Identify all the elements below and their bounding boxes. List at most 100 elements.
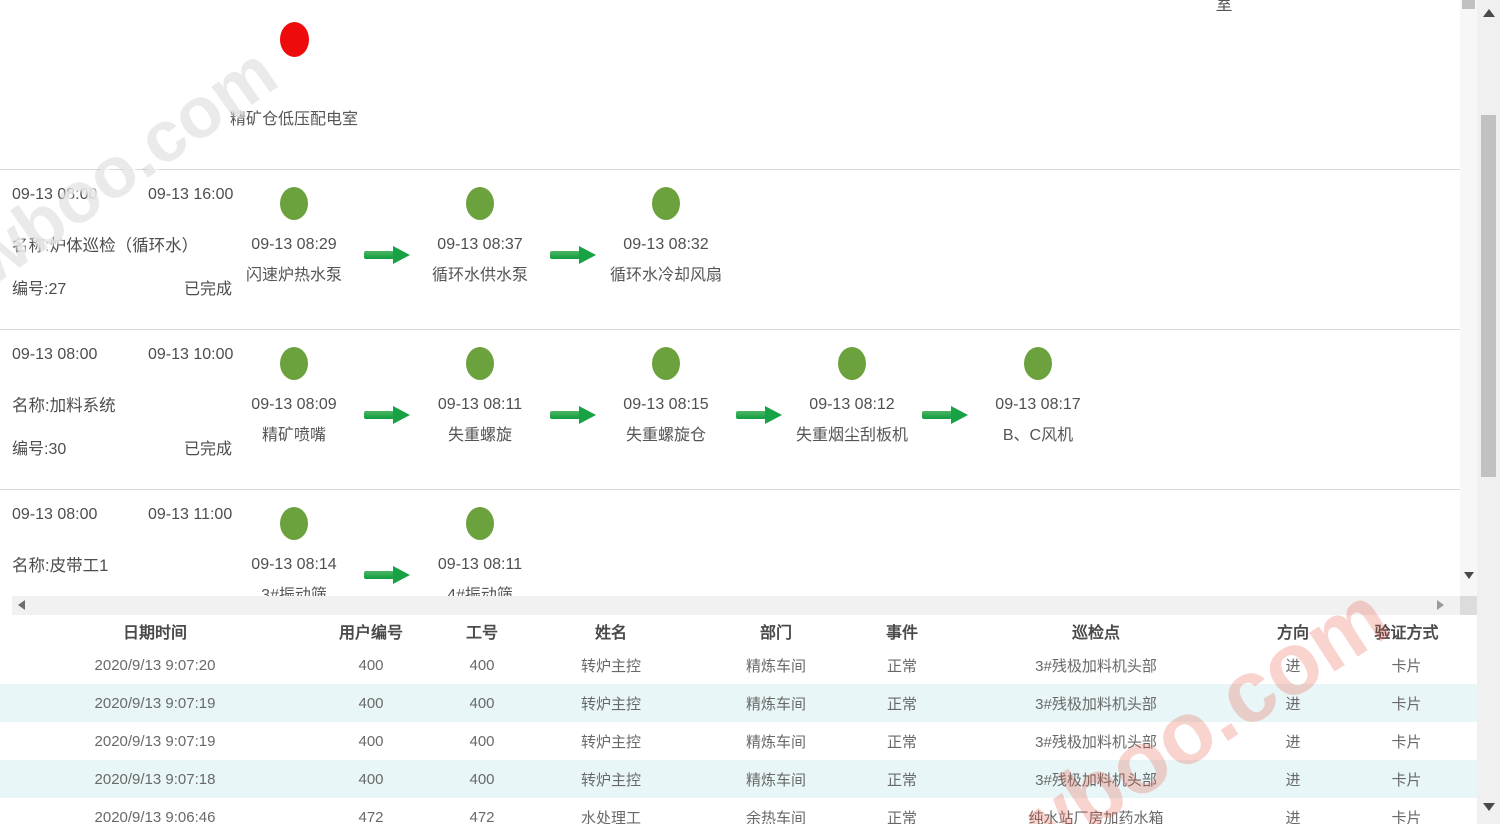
table-cell: 400: [469, 732, 495, 750]
routes-panel[interactable]: 室 精矿仓低压配电室 09-13 08:00 09-13 16:00 名称:炉体…: [0, 0, 1460, 596]
table-cell: 400: [358, 656, 384, 674]
table-cell: 472: [358, 808, 384, 824]
table-cell: 卡片: [1391, 695, 1422, 713]
route-section-partial: 室 精矿仓低压配电室: [0, 0, 1460, 170]
table-cell: 精炼车间: [745, 657, 806, 675]
point-check-time: 09-13 08:11: [437, 556, 523, 573]
route-section: 09-13 08:00 09-13 10:00 名称:加料系统 编号:30 已完…: [0, 330, 1460, 490]
page-vertical-scrollbar[interactable]: [1477, 0, 1500, 824]
completed-point-dot-icon[interactable]: [838, 347, 866, 380]
point-check-time: 09-13 08:17: [995, 396, 1081, 413]
scroll-down-icon[interactable]: [1483, 803, 1495, 811]
table-cell: 卡片: [1391, 657, 1422, 675]
table-cell: 2020/9/13 9:07:18: [94, 770, 216, 788]
table-row: 2020/9/13 9:06:46 472 472 水处理工 余热车间 正常 纯水站厂房加药…: [0, 798, 1477, 824]
completed-point-dot-icon[interactable]: [1024, 347, 1052, 380]
point-check-time: 09-13 08:37: [437, 236, 523, 253]
table-cell: 2020/9/13 9:07:19: [94, 694, 216, 712]
route-status-badge: 已完成: [183, 281, 232, 298]
point-check-time: 09-13 08:15: [623, 396, 709, 413]
table-cell: 卡片: [1391, 771, 1422, 789]
table-row: 2020/9/13 9:07:19 400 400 转炉主控 精炼车间 正常 3#残极加料机…: [0, 722, 1477, 760]
table-cell: 正常: [886, 657, 917, 675]
table-cell: 进: [1285, 657, 1301, 675]
flow-arrow-icon: [550, 406, 596, 424]
scroll-up-icon[interactable]: [1483, 9, 1495, 17]
scroll-left-icon[interactable]: [18, 600, 25, 610]
missed-point-dot-icon[interactable]: [279, 22, 309, 57]
horizontal-scrollbar[interactable]: [12, 596, 1460, 615]
table-cell: 转炉主控: [580, 733, 641, 751]
point-name: B、C风机: [1002, 427, 1074, 444]
point-name: 循环水冷却风扇: [609, 267, 722, 284]
route-point: 精矿仓低压配电室: [201, 0, 387, 132]
table-cell: 400: [469, 770, 495, 788]
table-cell: 400: [358, 732, 384, 750]
point-check-time: 09-13 08:09: [251, 396, 337, 413]
completed-point-dot-icon[interactable]: [652, 187, 680, 220]
point-check-time: 09-13 08:11: [437, 396, 523, 413]
route-point: 09-13 08:29 闪速炉热水泵: [201, 170, 387, 285]
table-cell: 卡片: [1391, 733, 1422, 751]
inspection-table: 日期时间 用户编号 工号 姓名 部门 事件 巡检点 方向 验证方式 2020/9/13 9:07…: [0, 615, 1477, 824]
completed-point-dot-icon[interactable]: [466, 347, 494, 380]
table-cell: 精炼车间: [745, 771, 806, 789]
route-point: 09-13 08:15 失重螺旋仓: [573, 330, 759, 445]
completed-point-dot-icon[interactable]: [280, 187, 308, 220]
scrollbar-corner: [1460, 596, 1477, 615]
route-start-time: 09-13 08:00: [12, 506, 98, 523]
route-point: 09-13 08:09 精矿喷嘴: [201, 330, 387, 445]
route-point: 09-13 08:14 3#振动筛: [201, 490, 387, 596]
route-start-time: 09-13 08:00: [12, 346, 98, 363]
point-name: 3#振动筛: [261, 587, 327, 596]
route-number: 编号:27: [12, 281, 67, 298]
point-check-time: 09-13 08:14: [251, 556, 337, 573]
route-point: 09-13 08:17 B、C风机: [945, 330, 1131, 445]
completed-point-dot-icon[interactable]: [466, 187, 494, 220]
table-cell: 3#残极加料机头部: [1035, 695, 1157, 713]
table-cell: 纯水站厂房加药水箱: [1028, 809, 1164, 824]
route-point: 09-13 08:11 失重螺旋: [387, 330, 573, 445]
route-point: 09-13 08:32 循环水冷却风扇: [573, 170, 759, 285]
flow-arrow-icon: [550, 246, 596, 264]
point-name: 精矿仓低压配电室: [229, 111, 358, 128]
completed-point-dot-icon[interactable]: [466, 507, 494, 540]
scroll-down-icon[interactable]: [1464, 572, 1474, 579]
table-cell: 正常: [886, 771, 917, 789]
table-cell: 3#残极加料机头部: [1035, 657, 1157, 675]
scrollbar-thumb[interactable]: [1462, 0, 1475, 9]
completed-point-dot-icon[interactable]: [280, 347, 308, 380]
column-header: 部门: [759, 624, 792, 642]
point-name: 4#振动筛: [447, 587, 513, 596]
table-cell: 进: [1285, 695, 1301, 713]
point-check-time: 09-13 08:29: [251, 236, 337, 253]
table-cell: 进: [1285, 733, 1301, 751]
table-cell: 卡片: [1391, 809, 1422, 824]
point-name: 闪速炉热水泵: [245, 267, 342, 284]
routes-vertical-scrollbar[interactable]: [1460, 0, 1477, 596]
table-cell: 转炉主控: [580, 771, 641, 789]
route-name: 名称:加料系统: [12, 397, 116, 415]
table-cell: 正常: [886, 733, 917, 751]
route-end-time: 09-13 11:00: [148, 506, 233, 523]
scroll-right-icon[interactable]: [1437, 600, 1444, 610]
column-header: 工号: [465, 624, 498, 642]
column-header: 验证方式: [1374, 624, 1439, 642]
completed-point-dot-icon[interactable]: [280, 507, 308, 540]
point-name: 循环水供水泵: [431, 267, 528, 284]
column-header: 方向: [1276, 624, 1309, 642]
table-cell: 3#残极加料机头部: [1035, 771, 1157, 789]
route-end-time: 09-13 16:00: [148, 186, 234, 203]
flow-arrow-icon: [922, 406, 968, 424]
point-check-time: 09-13 08:32: [623, 236, 709, 253]
table-row: 2020/9/13 9:07:19 400 400 转炉主控 精炼车间 正常 3#残极加料机…: [0, 684, 1477, 722]
table-cell: 400: [469, 656, 495, 674]
table-cell: 转炉主控: [580, 695, 641, 713]
route-number: 编号:30: [12, 441, 67, 458]
table-cell: 水处理工: [580, 809, 641, 824]
column-header: 用户编号: [338, 624, 403, 642]
scrollbar-thumb[interactable]: [1481, 115, 1496, 477]
flow-arrow-icon: [364, 406, 410, 424]
route-point: 09-13 08:11 4#振动筛: [387, 490, 573, 596]
completed-point-dot-icon[interactable]: [652, 347, 680, 380]
